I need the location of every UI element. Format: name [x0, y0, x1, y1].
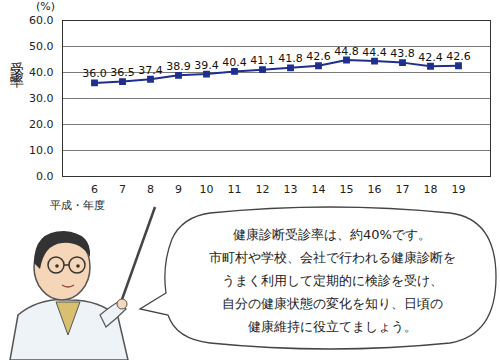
svg-text:12: 12 [256, 183, 270, 196]
svg-text:18: 18 [424, 183, 438, 196]
svg-text:10: 10 [200, 183, 214, 196]
svg-text:8: 8 [147, 183, 154, 196]
svg-text:健康維持に役立てましょう。: 健康維持に役立てましょう。 [248, 319, 417, 334]
svg-text:7: 7 [119, 183, 126, 196]
svg-text:30.0: 30.0 [29, 92, 54, 105]
svg-text:15: 15 [340, 183, 354, 196]
svg-text:14: 14 [312, 183, 326, 196]
svg-text:10.0: 10.0 [29, 144, 54, 157]
svg-text:50.0: 50.0 [29, 40, 54, 53]
svg-text:38.9: 38.9 [166, 60, 191, 73]
svg-text:44.8: 44.8 [334, 45, 359, 58]
svg-text:17: 17 [396, 183, 410, 196]
svg-text:16: 16 [368, 183, 382, 196]
svg-text:37.4: 37.4 [138, 64, 163, 77]
svg-text:0.0: 0.0 [36, 170, 54, 183]
svg-text:市町村や学校、会社で行われる健康診断を: 市町村や学校、会社で行われる健康診断を [209, 250, 456, 265]
svg-text:20.0: 20.0 [29, 118, 54, 131]
html-text:受診率: 受診率 [9, 50, 25, 68]
svg-text:36.0: 36.0 [82, 67, 107, 80]
svg-text:13: 13 [284, 183, 298, 196]
svg-text:60.0: 60.0 [29, 14, 54, 27]
svg-text:うまく利用して定期的に検診を受け、: うまく利用して定期的に検診を受け、 [222, 273, 443, 288]
svg-text:39.4: 39.4 [194, 59, 219, 72]
svg-text:36.5: 36.5 [110, 66, 135, 79]
svg-text:43.8: 43.8 [390, 47, 415, 60]
html-text:平成・年度: 平成・年度 [50, 199, 105, 212]
svg-text:9: 9 [175, 183, 182, 196]
svg-text:6: 6 [91, 183, 98, 196]
svg-text:11: 11 [228, 183, 242, 196]
svg-text:40.4: 40.4 [222, 56, 247, 69]
svg-text:42.6: 42.6 [306, 50, 331, 63]
svg-text:41.8: 41.8 [278, 52, 303, 65]
svg-text:41.1: 41.1 [250, 54, 275, 67]
svg-text:19: 19 [452, 183, 466, 196]
svg-text:44.4: 44.4 [362, 46, 387, 59]
svg-text:40.0: 40.0 [29, 66, 54, 79]
svg-text:42.4: 42.4 [418, 51, 443, 64]
svg-text:自分の健康状態の変化を知り、日頃の: 自分の健康状態の変化を知り、日頃の [222, 296, 443, 311]
svg-text:42.6: 42.6 [446, 50, 471, 63]
svg-text:健康診断受診率は、約40%です。: 健康診断受診率は、約40%です。 [233, 227, 431, 242]
